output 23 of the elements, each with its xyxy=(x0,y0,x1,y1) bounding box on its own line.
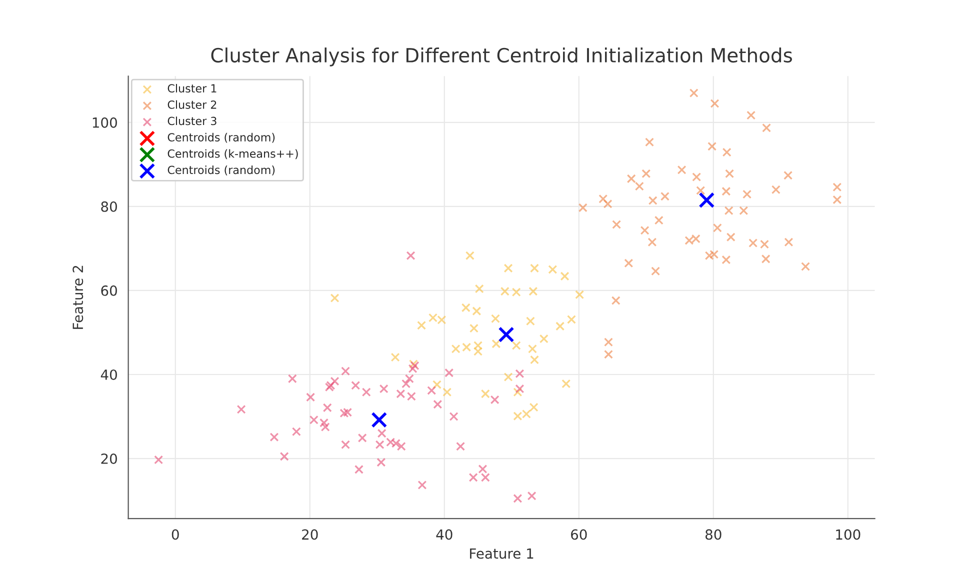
point xyxy=(371,412,388,428)
legend-label: Centroids (k-means++) xyxy=(168,149,298,160)
x-tick-label: 80 xyxy=(706,529,722,540)
legend-label: Centroids (random) xyxy=(168,166,275,176)
legend-label: Cluster 3 xyxy=(168,116,216,126)
point xyxy=(698,192,715,208)
x-tick-label: 0 xyxy=(172,529,179,540)
x-axis-title: Feature 1 xyxy=(470,548,534,559)
legend-label: Centroids (random) xyxy=(168,132,275,143)
x-tick-label: 100 xyxy=(836,529,860,540)
y-tick-label: 80 xyxy=(101,201,117,212)
y-tick-label: 100 xyxy=(92,117,117,128)
x-tick-label: 40 xyxy=(436,529,452,540)
x-tick-label: 60 xyxy=(571,529,587,540)
legend-label: Cluster 2 xyxy=(168,100,216,109)
y-tick-label: 40 xyxy=(100,369,117,380)
y-tick-label: 20 xyxy=(101,453,117,464)
point xyxy=(498,326,514,343)
chart-title: Cluster Analysis for Different Centroid Initialization Methods xyxy=(211,48,792,66)
y-axis-title: Feature 2 xyxy=(72,266,84,329)
legend-label: Cluster 1 xyxy=(168,84,216,93)
y-tick-label: 60 xyxy=(101,285,117,296)
x-tick-label: 20 xyxy=(302,529,318,540)
